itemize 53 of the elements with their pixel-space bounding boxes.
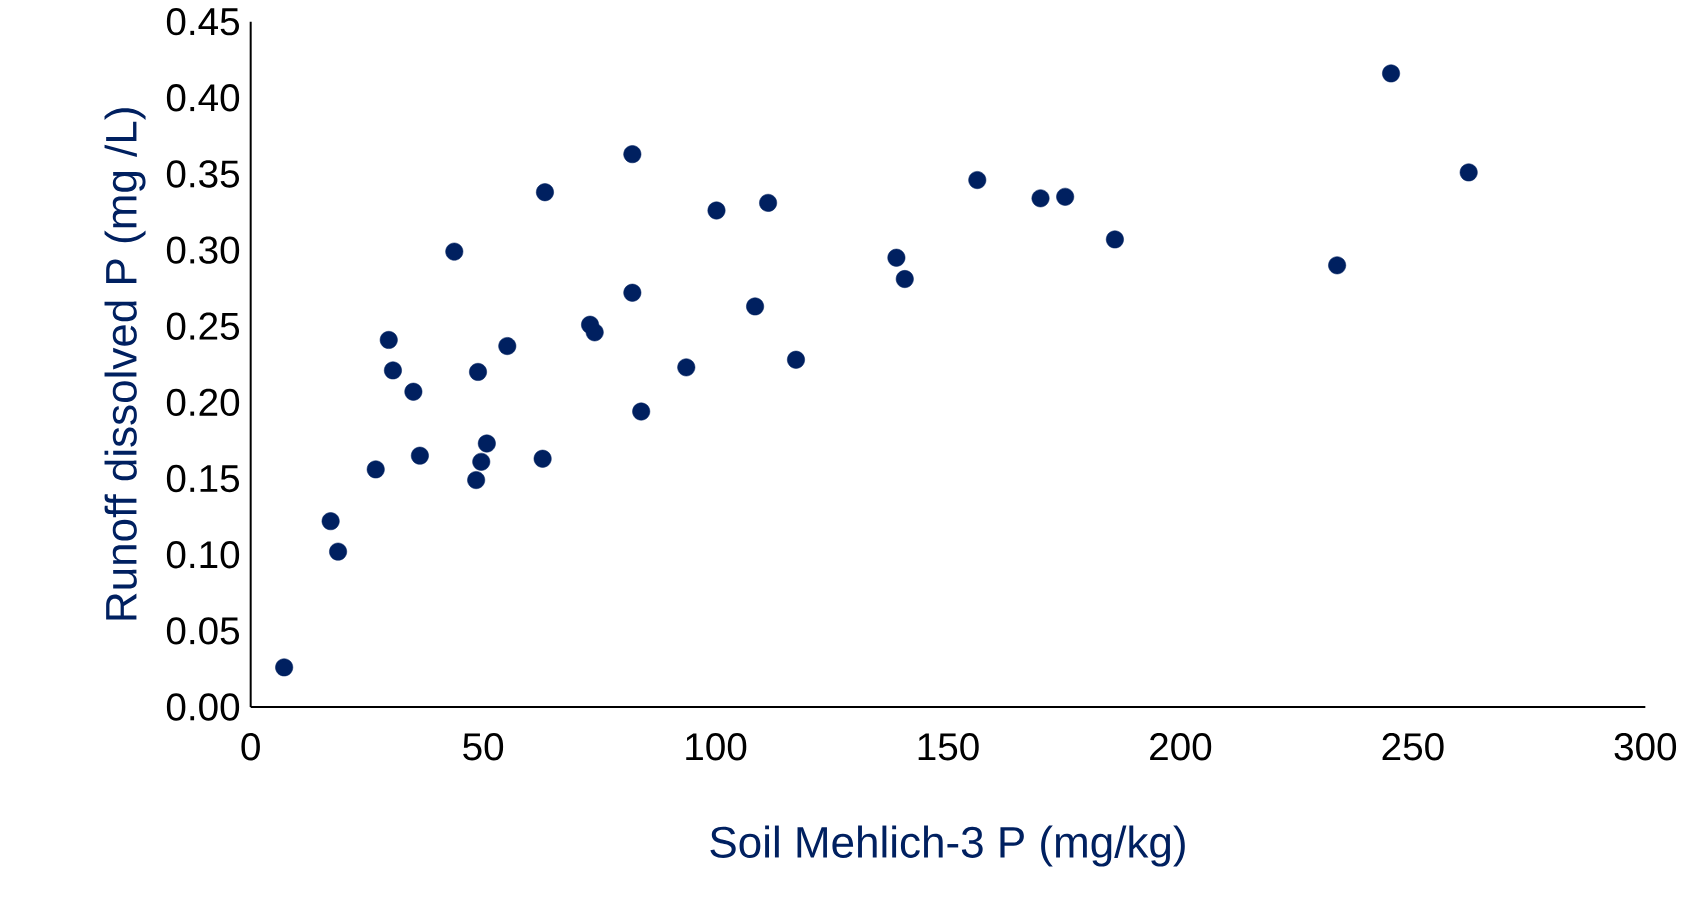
y-tick-label: 0.15	[166, 464, 240, 493]
point	[623, 283, 642, 302]
y-tick-label: 0.10	[166, 541, 240, 569]
point	[1459, 163, 1478, 182]
y-tick-label: 0.40	[166, 84, 240, 112]
point	[632, 402, 651, 421]
x-tick-label: 200	[1150, 733, 1212, 761]
y-tick-label: 0.30	[166, 236, 240, 264]
point	[1328, 256, 1347, 275]
point	[787, 350, 805, 369]
point	[469, 363, 487, 381]
point	[410, 446, 429, 465]
x-tick-label: 100	[686, 733, 747, 761]
point	[329, 542, 348, 561]
x-axis-title: Soil Mehlich-3 P (mg/kg)	[710, 825, 1185, 867]
point	[384, 361, 402, 380]
point	[477, 434, 496, 453]
point	[759, 193, 778, 212]
point	[1382, 64, 1400, 83]
point	[887, 248, 906, 267]
point	[1056, 187, 1075, 206]
y-tick-label: 0.00	[166, 693, 240, 721]
point	[445, 242, 464, 261]
point	[895, 270, 914, 288]
point	[968, 171, 987, 189]
x-tick-label: 50	[463, 733, 504, 761]
point	[707, 201, 726, 220]
y-tick-label: 0.25	[166, 312, 240, 340]
point	[585, 323, 604, 342]
point	[677, 358, 696, 377]
x-tick-label: 0	[241, 733, 260, 761]
y-tick-label: 0.45	[166, 7, 240, 36]
point	[1105, 230, 1124, 249]
point	[472, 452, 491, 471]
y-tick-label: 0.05	[166, 617, 240, 645]
point	[1031, 189, 1050, 208]
point	[321, 512, 340, 531]
point	[467, 471, 486, 489]
point	[379, 331, 398, 349]
point	[536, 183, 554, 202]
point	[275, 658, 294, 677]
point	[533, 449, 552, 468]
point	[623, 145, 642, 164]
x-tick-label: 250	[1382, 733, 1444, 761]
y-tick-label: 0.35	[166, 160, 240, 188]
point	[746, 297, 765, 316]
point	[498, 337, 517, 355]
point	[404, 382, 423, 401]
point	[366, 460, 385, 479]
x-tick-label: 300	[1614, 733, 1677, 761]
x-tick-label: 150	[918, 733, 979, 761]
y-tick-label: 0.20	[166, 388, 240, 417]
y-axis-title: Runoff dissolved P (mg /L)	[104, 108, 146, 620]
